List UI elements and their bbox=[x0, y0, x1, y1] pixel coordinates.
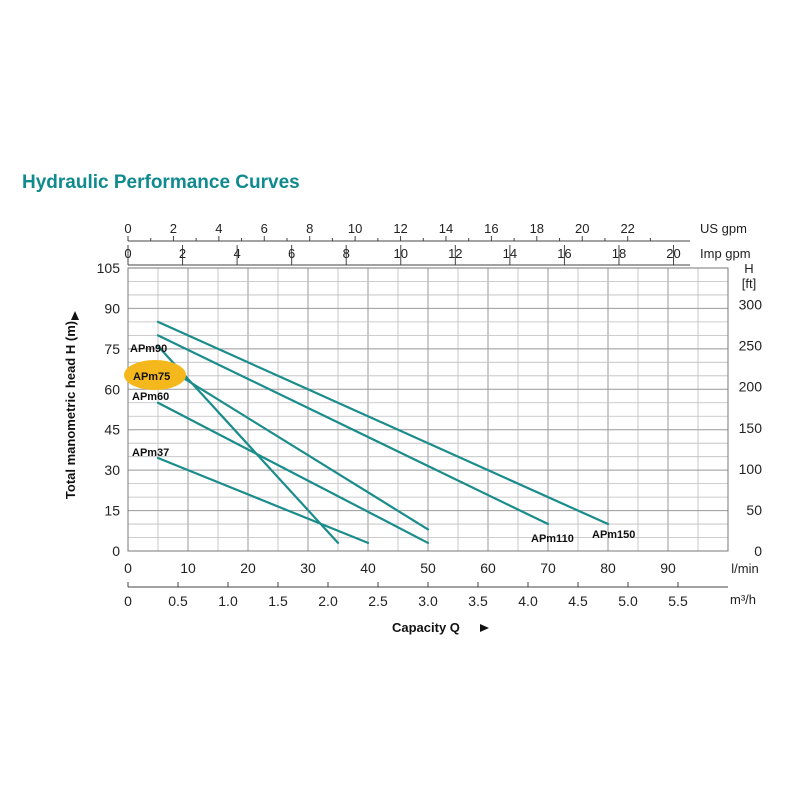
series-label-apm110: APm110 bbox=[531, 533, 574, 545]
highlight-apm75 bbox=[124, 360, 186, 390]
m3h-tick-label: 5.5 bbox=[668, 593, 688, 609]
us-gpm-tick: 12 bbox=[393, 221, 407, 236]
x-tick-label: 0 bbox=[124, 560, 132, 576]
imp-gpm-tick: 14 bbox=[503, 246, 517, 261]
x-tick-label: 60 bbox=[480, 560, 496, 576]
m3h-tick-label: 0 bbox=[124, 593, 132, 609]
us-gpm-tick: 18 bbox=[530, 221, 544, 236]
y-right-tick-label: 250 bbox=[739, 338, 763, 354]
y-axis-title: Total manometric head H (m) bbox=[63, 321, 78, 499]
y-right-tick-label: 100 bbox=[739, 461, 763, 477]
series-label-apm60: APm60 bbox=[132, 391, 169, 403]
x-tick-label: 20 bbox=[240, 560, 256, 576]
m3h-tick-label: 2.5 bbox=[368, 593, 388, 609]
y-tick-label: 75 bbox=[104, 341, 120, 357]
series-line-apm37 bbox=[156, 456, 370, 545]
m3h-tick-label: 5.0 bbox=[618, 593, 638, 609]
us-gpm-tick: 6 bbox=[261, 221, 268, 236]
y-tick-label: 15 bbox=[104, 503, 120, 519]
x-tick-label: 10 bbox=[180, 560, 196, 576]
imp-gpm-tick: 2 bbox=[179, 246, 186, 261]
series-line-apm75 bbox=[156, 345, 340, 545]
y-right-tick-label: 50 bbox=[746, 502, 762, 518]
m3h-tick-label: 1.5 bbox=[268, 593, 288, 609]
us-gpm-tick: 8 bbox=[306, 221, 313, 236]
y-tick-label: 105 bbox=[97, 260, 121, 276]
x-tick-label: 70 bbox=[540, 560, 556, 576]
plot-frame bbox=[127, 267, 729, 552]
m3h-tick-label: 4.0 bbox=[518, 593, 538, 609]
y-right-tick-label: 0 bbox=[754, 543, 762, 559]
series-label-apm90: APm90 bbox=[130, 343, 167, 355]
imp-gpm-tick: 0 bbox=[124, 246, 131, 261]
y-right-unit: [ft] bbox=[742, 276, 756, 291]
x-tick-label: 30 bbox=[300, 560, 316, 576]
series-label-apm75: APm75 bbox=[133, 371, 170, 383]
us-gpm-tick: 14 bbox=[439, 221, 453, 236]
y-tick-label: 0 bbox=[112, 543, 120, 559]
series-line-apm110 bbox=[156, 334, 550, 526]
us-gpm-tick: 10 bbox=[348, 221, 362, 236]
curves bbox=[156, 320, 610, 545]
y-axis-arrow-icon bbox=[71, 311, 79, 320]
imp-gpm-tick: 12 bbox=[448, 246, 462, 261]
grid bbox=[127, 236, 729, 588]
imp-gpm-tick: 16 bbox=[557, 246, 571, 261]
y-right-tick-label: 200 bbox=[739, 379, 763, 395]
x-tick-label: 90 bbox=[660, 560, 676, 576]
us-gpm-tick: 16 bbox=[484, 221, 498, 236]
imp-gpm-unit: Imp gpm bbox=[700, 246, 751, 261]
imp-gpm-tick: 8 bbox=[343, 246, 350, 261]
imp-gpm-tick: 18 bbox=[612, 246, 626, 261]
series-line-apm60 bbox=[156, 401, 430, 545]
m3h-tick-label: 1.0 bbox=[218, 593, 238, 609]
imp-gpm-tick: 4 bbox=[233, 246, 240, 261]
m3h-unit: m³/h bbox=[730, 592, 756, 607]
y-tick-label: 90 bbox=[104, 300, 120, 316]
x-axis-arrow-icon bbox=[480, 624, 489, 632]
imp-gpm-tick: 20 bbox=[666, 246, 680, 261]
us-gpm-tick: 22 bbox=[620, 221, 634, 236]
y-tick-label: 30 bbox=[104, 462, 120, 478]
us-gpm-tick: 0 bbox=[124, 221, 131, 236]
m3h-tick-label: 0.5 bbox=[168, 593, 188, 609]
y-right-tick-label: 300 bbox=[739, 297, 763, 313]
x-tick-label: 50 bbox=[420, 560, 436, 576]
m3h-tick-label: 4.5 bbox=[568, 593, 588, 609]
x-tick-label: 80 bbox=[600, 560, 616, 576]
m3h-tick-label: 2.0 bbox=[318, 593, 338, 609]
m3h-tick-label: 3.0 bbox=[418, 593, 438, 609]
y-tick-label: 60 bbox=[104, 381, 120, 397]
y-right-tick-label: 150 bbox=[739, 420, 763, 436]
y-right-label: H bbox=[744, 261, 753, 276]
us-gpm-tick: 4 bbox=[215, 221, 222, 236]
series-line-apm90 bbox=[156, 361, 430, 531]
us-gpm-tick: 20 bbox=[575, 221, 589, 236]
series-label-apm37: APm37 bbox=[132, 447, 169, 459]
chart-title: Hydraulic Performance Curves bbox=[22, 172, 300, 193]
series-line-apm150 bbox=[156, 320, 610, 526]
series-label-apm150: APm150 bbox=[592, 529, 635, 541]
y-tick-label: 45 bbox=[104, 422, 120, 438]
m3h-tick-label: 3.5 bbox=[468, 593, 488, 609]
imp-gpm-tick: 10 bbox=[394, 246, 408, 261]
us-gpm-tick: 2 bbox=[170, 221, 177, 236]
x-unit: l/min bbox=[731, 561, 758, 576]
x-tick-label: 40 bbox=[360, 560, 376, 576]
imp-gpm-tick: 6 bbox=[288, 246, 295, 261]
us-gpm-unit: US gpm bbox=[700, 221, 747, 236]
x-axis-title: Capacity Q bbox=[392, 620, 460, 635]
